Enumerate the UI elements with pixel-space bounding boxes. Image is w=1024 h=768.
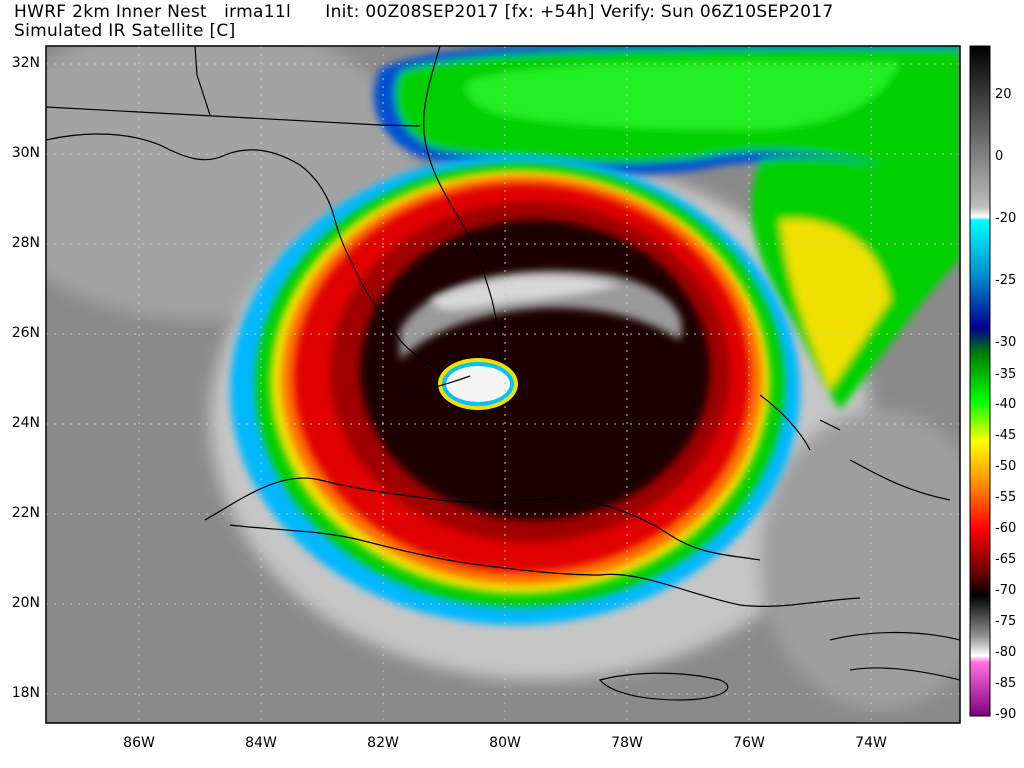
colorbar-label: -45 [995, 428, 1017, 443]
lat-label: 28N [11, 235, 40, 251]
lat-label: 26N [11, 325, 40, 341]
colorbar-label: -80 [995, 645, 1017, 660]
cuba-north-coast [204, 477, 761, 561]
forecast-hour: [fx: +54h] [504, 2, 595, 22]
lat-label: 22N [11, 505, 40, 521]
lon-label: 84W [245, 735, 277, 751]
colorbar-label: 20 [995, 87, 1012, 102]
colorbar-label: -40 [995, 397, 1017, 412]
lat-label: 18N [11, 685, 40, 701]
lat-label: 24N [11, 415, 40, 431]
lon-label: 82W [367, 735, 399, 751]
colorbar-label: -60 [995, 521, 1017, 536]
storm-name: irma11l [224, 2, 292, 22]
lon-label: 74W [855, 735, 887, 751]
colorbar-label: -35 [995, 367, 1017, 382]
lon-label: 86W [123, 735, 155, 751]
coastlines [46, 46, 960, 701]
colorbar-label: -30 [995, 335, 1017, 350]
colorbar-label: -65 [995, 552, 1017, 567]
haze-southeast [760, 410, 960, 710]
colorbar-label: -50 [995, 459, 1017, 474]
model-name: HWRF 2km Inner Nest [14, 2, 208, 22]
colorbar-label: -90 [995, 707, 1017, 722]
lat-label: 20N [11, 595, 40, 611]
init-time: Init: 00Z08SEP2017 [325, 2, 499, 22]
colorbar-label: -25 [995, 273, 1017, 288]
product-title: Simulated IR Satellite [C] [14, 21, 236, 41]
map-imagery [46, 46, 960, 723]
cuba-south-coast [229, 524, 861, 607]
lat-label: 30N [11, 145, 40, 161]
colorbar-label: -70 [995, 583, 1017, 598]
colorbar-label: -20 [995, 211, 1017, 226]
lat-label: 32N [11, 55, 40, 71]
lon-label: 80W [489, 735, 521, 751]
hispaniola [829, 631, 960, 681]
lat-lon-grid [46, 46, 960, 723]
florida-gulf-coast [46, 133, 441, 371]
colorbar-label: -85 [995, 676, 1017, 691]
state-border [46, 106, 421, 127]
state-border-2 [194, 46, 211, 116]
ring-core [360, 220, 710, 520]
colorbar-label: -75 [995, 614, 1017, 629]
bahamas [759, 394, 951, 501]
florida-keys [394, 375, 471, 396]
colorbar-label: -55 [995, 490, 1017, 505]
colorbar [969, 45, 991, 717]
lon-label: 78W [611, 735, 643, 751]
colorbar-label: 0 [995, 149, 1004, 164]
hurricane-eye [446, 366, 510, 402]
cold-cloud-tops-bright [430, 275, 620, 310]
header-line-1: HWRF 2km Inner Nest irma11l Init: 00Z08S… [14, 2, 833, 22]
jamaica [598, 672, 729, 701]
florida-atlantic-coast [423, 46, 501, 361]
verify-time: Verify: Sun 06Z10SEP2017 [600, 2, 834, 22]
hurricane [230, 155, 800, 625]
northern-band [373, 46, 960, 410]
map-frame [45, 45, 961, 724]
lon-label: 76W [733, 735, 765, 751]
